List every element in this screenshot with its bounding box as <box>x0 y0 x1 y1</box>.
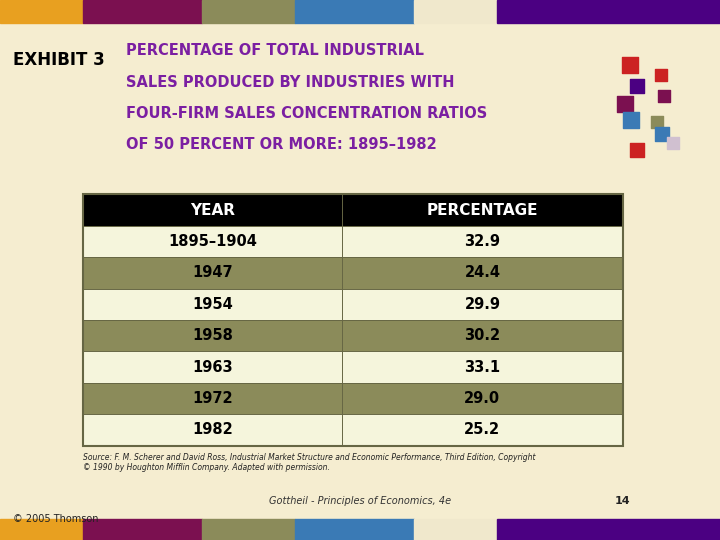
Bar <box>0 0 83 23</box>
Bar <box>83 257 623 288</box>
Text: 1958: 1958 <box>192 328 233 343</box>
Text: 24.4: 24.4 <box>464 265 500 280</box>
Bar <box>83 288 623 320</box>
Bar <box>83 320 623 352</box>
Text: 1972: 1972 <box>192 391 233 406</box>
Text: 32.9: 32.9 <box>464 234 500 249</box>
Point <box>625 116 636 124</box>
Text: 33.1: 33.1 <box>464 360 500 375</box>
Text: 25.2: 25.2 <box>464 422 500 437</box>
Bar <box>83 383 623 414</box>
Text: 1982: 1982 <box>192 422 233 437</box>
Bar <box>497 0 720 23</box>
Text: YEAR: YEAR <box>190 202 235 218</box>
Text: 1947: 1947 <box>192 265 233 280</box>
Text: 29.9: 29.9 <box>464 297 500 312</box>
Text: PERCENTAGE OF TOTAL INDUSTRIAL: PERCENTAGE OF TOTAL INDUSTRIAL <box>126 43 424 58</box>
Text: EXHIBIT 3: EXHIBIT 3 <box>13 51 104 69</box>
Bar <box>83 226 623 257</box>
Bar <box>202 519 295 540</box>
Bar <box>83 194 623 226</box>
Bar <box>0 519 83 540</box>
Bar <box>295 0 414 23</box>
Point <box>667 139 679 147</box>
Text: PERCENTAGE: PERCENTAGE <box>427 202 538 218</box>
Bar <box>83 519 202 540</box>
Bar <box>414 0 497 23</box>
Text: FOUR-FIRM SALES CONCENTRATION RATIOS: FOUR-FIRM SALES CONCENTRATION RATIOS <box>126 106 487 121</box>
Bar <box>295 519 414 540</box>
Bar <box>83 352 623 383</box>
Text: © 2005 Thomson: © 2005 Thomson <box>13 514 99 524</box>
Point <box>657 130 668 138</box>
Bar <box>414 519 497 540</box>
Text: 1895–1904: 1895–1904 <box>168 234 257 249</box>
Point <box>619 99 631 108</box>
Text: 1954: 1954 <box>192 297 233 312</box>
Bar <box>83 414 623 446</box>
Text: 29.0: 29.0 <box>464 391 500 406</box>
Point <box>631 82 643 91</box>
Bar <box>202 0 295 23</box>
Text: OF 50 PERCENT OR MORE: 1895–1982: OF 50 PERCENT OR MORE: 1895–1982 <box>126 137 437 152</box>
Text: 30.2: 30.2 <box>464 328 500 343</box>
Point <box>631 146 643 154</box>
Point <box>658 92 670 100</box>
Bar <box>83 0 202 23</box>
Text: SALES PRODUCED BY INDUSTRIES WITH: SALES PRODUCED BY INDUSTRIES WITH <box>126 75 454 90</box>
Bar <box>497 519 720 540</box>
Point <box>624 60 636 69</box>
Bar <box>83 194 623 446</box>
Text: 1963: 1963 <box>192 360 233 375</box>
Text: Gottheil - Principles of Economics, 4e: Gottheil - Principles of Economics, 4e <box>269 496 451 506</box>
Point <box>655 70 667 79</box>
Text: Source: F. M. Scherer and David Ross, Industrial Market Structure and Economic P: Source: F. M. Scherer and David Ross, In… <box>83 453 535 472</box>
Text: 14: 14 <box>615 496 631 506</box>
Point <box>651 117 662 126</box>
